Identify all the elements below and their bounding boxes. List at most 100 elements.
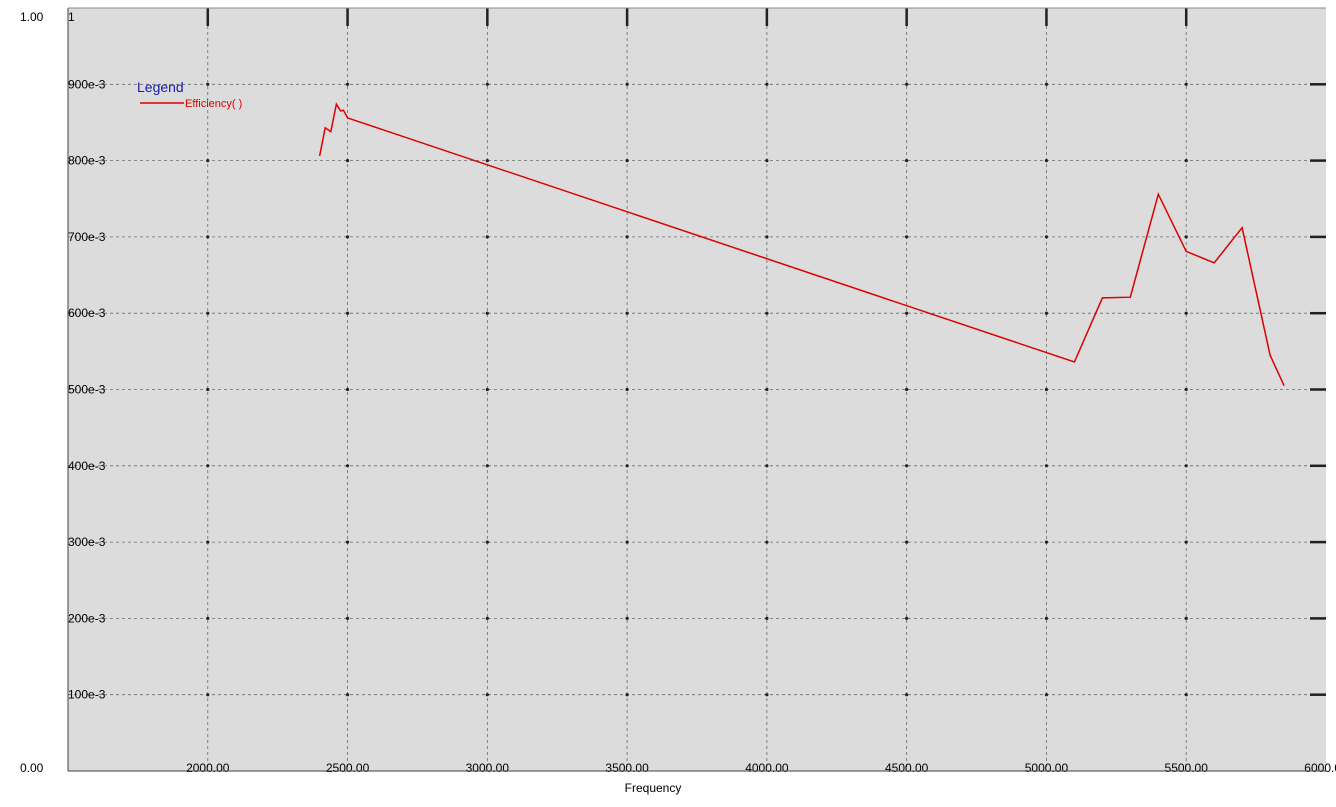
grid-intersection-dot (625, 540, 629, 544)
grid-intersection-dot (485, 540, 489, 544)
y-tick-label: 500e-3 (68, 383, 106, 397)
grid-intersection-dot (1184, 464, 1188, 468)
left-axis-bottom-label: 0.00 (20, 761, 44, 775)
grid-intersection-dot (206, 693, 210, 697)
grid-intersection-dot (485, 693, 489, 697)
grid-intersection-dot (765, 540, 769, 544)
series-layer (318, 102, 1285, 387)
grid-intersection-dot (625, 693, 629, 697)
grid-intersection-dot (765, 464, 769, 468)
grid-intersection-dot (1184, 82, 1188, 86)
x-tick-label: 2500.00 (326, 761, 370, 775)
grid-intersection-dot (625, 159, 629, 163)
grid-intersection-dot (625, 616, 629, 621)
y-tick-label: 300e-3 (68, 535, 106, 549)
grid-intersection-dot (1184, 540, 1188, 544)
grid-intersection-dot (485, 464, 489, 468)
grid-intersection-dot (345, 82, 350, 86)
grid-intersection-dot (1044, 464, 1049, 468)
grid-intersection-dot (765, 82, 769, 86)
grid-intersection-dot (1044, 235, 1049, 239)
grid-intersection-dot (206, 235, 210, 239)
y-tick-label: 600e-3 (68, 306, 106, 320)
grid-intersection-dot (905, 616, 909, 621)
grid-intersection-dot (905, 235, 909, 239)
left-axis-top-label: 1.00 (20, 10, 44, 24)
grid-intersection-dot (1044, 616, 1049, 621)
grid-intersection-dot (206, 464, 210, 468)
grid-intersection-dot (905, 159, 909, 163)
grid-intersection-dot (345, 387, 350, 392)
y-tick-label: 900e-3 (68, 77, 106, 91)
grid-intersection-dot (206, 82, 210, 86)
grid-intersection-dot (345, 159, 350, 163)
grid-intersection-dot (1184, 387, 1188, 392)
grid-intersection-dot (1184, 616, 1188, 621)
grid-intersection-dot (206, 311, 210, 315)
grid-intersection-dot (206, 540, 210, 544)
grid-intersection-dot (485, 311, 489, 315)
legend-entry-efficiency: Efficiency( ) (185, 98, 242, 110)
grid-intersection-dot (1184, 311, 1188, 315)
legend-title: Legend (137, 79, 184, 95)
x-tick-label: 3500.00 (605, 761, 649, 775)
y-tick-label: 700e-3 (68, 230, 106, 244)
grid-intersection-dot (905, 82, 909, 86)
y-tick-label: 400e-3 (68, 459, 106, 473)
grid-intersection-dot (625, 311, 629, 315)
grid-intersection-dot (765, 235, 769, 239)
x-tick-label: 5500.00 (1165, 761, 1209, 775)
grid-intersection-dot (1044, 540, 1049, 544)
grid-intersection-dot (1044, 82, 1049, 86)
x-tick-label: 4000.00 (745, 761, 789, 775)
grid-layer (68, 8, 1326, 771)
grid-intersection-dot (905, 693, 909, 697)
grid-intersection-dot (206, 159, 210, 163)
grid-intersection-dot (905, 464, 909, 468)
grid-intersection-dot (765, 693, 769, 697)
grid-intersection-dot (1184, 693, 1188, 697)
grid-intersection-dot (345, 693, 350, 697)
grid-intersection-dot (485, 159, 489, 163)
grid-intersection-dot (765, 311, 769, 315)
grid-intersection-dot (1184, 159, 1188, 163)
x-tick-label: 5000.00 (1025, 761, 1069, 775)
y-tick-label: 200e-3 (68, 611, 106, 625)
grid-intersection-dot (1184, 235, 1188, 239)
grid-intersection-dot (625, 387, 629, 392)
grid-intersection-dot (485, 82, 489, 86)
grid-intersection-dot (905, 311, 909, 315)
grid-intersection-dot (485, 387, 489, 392)
grid-intersection-dot (206, 616, 210, 621)
grid-intersection-dot (206, 387, 210, 392)
series-line-0 (318, 102, 1285, 387)
grid-intersection-dot (345, 464, 350, 468)
grid-intersection-dot (625, 464, 629, 468)
grid-intersection-dot (765, 159, 769, 163)
x-tick-label: 2000.00 (186, 761, 230, 775)
plot-area (68, 8, 1326, 771)
x-tick-label: 4500.00 (885, 761, 929, 775)
x-tick-label: 3000.00 (466, 761, 510, 775)
y-tick-label: 800e-3 (68, 154, 106, 168)
grid-intersection-dot (1044, 159, 1049, 163)
grid-intersection-dot (1044, 311, 1049, 315)
x-axis-title: Frequency (625, 781, 682, 795)
grid-intersection-dot (485, 616, 489, 621)
grid-intersection-dot (625, 82, 629, 86)
y-tick-label: 100e-3 (68, 688, 106, 702)
grid-intersection-dot (765, 387, 769, 392)
x-tick-label: 6000.00 (1304, 761, 1336, 775)
grid-intersection-dot (345, 311, 350, 315)
grid-intersection-dot (905, 540, 909, 544)
y-tick-label: 1 (68, 10, 75, 24)
grid-intersection-dot (485, 235, 489, 239)
grid-intersection-dot (905, 387, 909, 392)
grid-intersection-dot (625, 235, 629, 239)
grid-intersection-dot (345, 540, 350, 544)
legend: Legend Efficiency( ) (137, 79, 242, 110)
grid-intersection-dot (345, 235, 350, 239)
grid-intersection-dot (765, 616, 769, 621)
